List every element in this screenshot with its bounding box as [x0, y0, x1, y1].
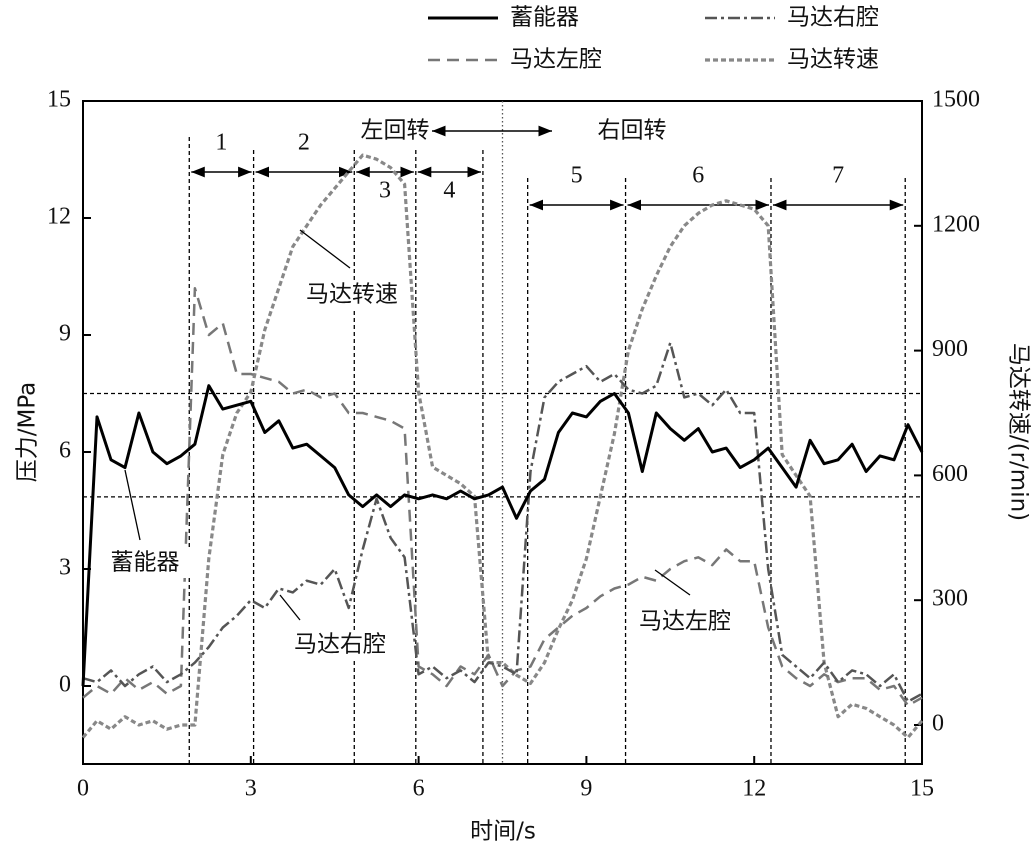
callout-line	[124, 469, 141, 541]
direction-label: 左回转	[361, 118, 430, 144]
x-tick-label: 6	[413, 776, 425, 802]
series-line	[81, 384, 924, 687]
phase-label: 4	[443, 178, 455, 204]
x-tick-label: 3	[245, 776, 257, 802]
plot-frame	[82, 100, 923, 765]
y2-tick-label: 0	[932, 711, 944, 737]
y2-tick-label: 1200	[932, 211, 980, 237]
callout-label: 蓄能器	[111, 550, 180, 576]
callout-line	[299, 229, 351, 269]
x-tick-label: 0	[77, 776, 89, 802]
x-tick-label: 9	[580, 776, 592, 802]
callout-bg	[635, 607, 735, 637]
phase-label: 2	[298, 130, 310, 156]
callout-bg	[302, 280, 402, 310]
y-tick-label: 12	[47, 204, 71, 230]
direction-label: 右回转	[598, 118, 667, 144]
series-line	[82, 286, 923, 707]
legend-label: 蓄能器	[510, 5, 579, 31]
y2-tick-label: 1500	[932, 87, 980, 113]
x-axis-title: 时间/s	[470, 819, 536, 845]
series-line	[81, 153, 924, 740]
callout-bg	[95, 548, 195, 578]
y2-tick-label: 600	[932, 461, 968, 487]
callout-line	[279, 594, 301, 621]
phase-label: 5	[571, 163, 583, 189]
x-tick-label: 12	[742, 776, 766, 802]
y-tick-label: 6	[59, 438, 71, 464]
y-tick-label: 3	[59, 555, 71, 581]
legend-label: 马达右腔	[787, 5, 879, 31]
callout-label: 马达右腔	[294, 632, 386, 658]
y-tick-label: 9	[59, 321, 71, 347]
phase-label: 7	[832, 163, 844, 189]
callout-line	[654, 569, 691, 596]
legend-label: 马达左腔	[510, 47, 602, 73]
callout-bg	[290, 630, 390, 660]
legend-label: 马达转速	[787, 47, 879, 73]
y-tick-label: 15	[47, 87, 71, 113]
callout-label: 马达转速	[306, 282, 398, 308]
x-tick-label: 15	[910, 776, 934, 802]
y2-tick-label: 300	[932, 586, 968, 612]
y2-axis-title: 马达转速/(r/min)	[1006, 343, 1032, 521]
callout-label: 马达左腔	[639, 609, 731, 635]
series-line	[82, 341, 923, 703]
phase-label: 1	[215, 130, 227, 156]
y2-tick-label: 900	[932, 336, 968, 362]
y-tick-label: 0	[59, 672, 71, 698]
phase-label: 3	[379, 178, 391, 204]
phase-label: 6	[692, 163, 704, 189]
y-axis-title: 压力/MPa	[15, 382, 41, 483]
